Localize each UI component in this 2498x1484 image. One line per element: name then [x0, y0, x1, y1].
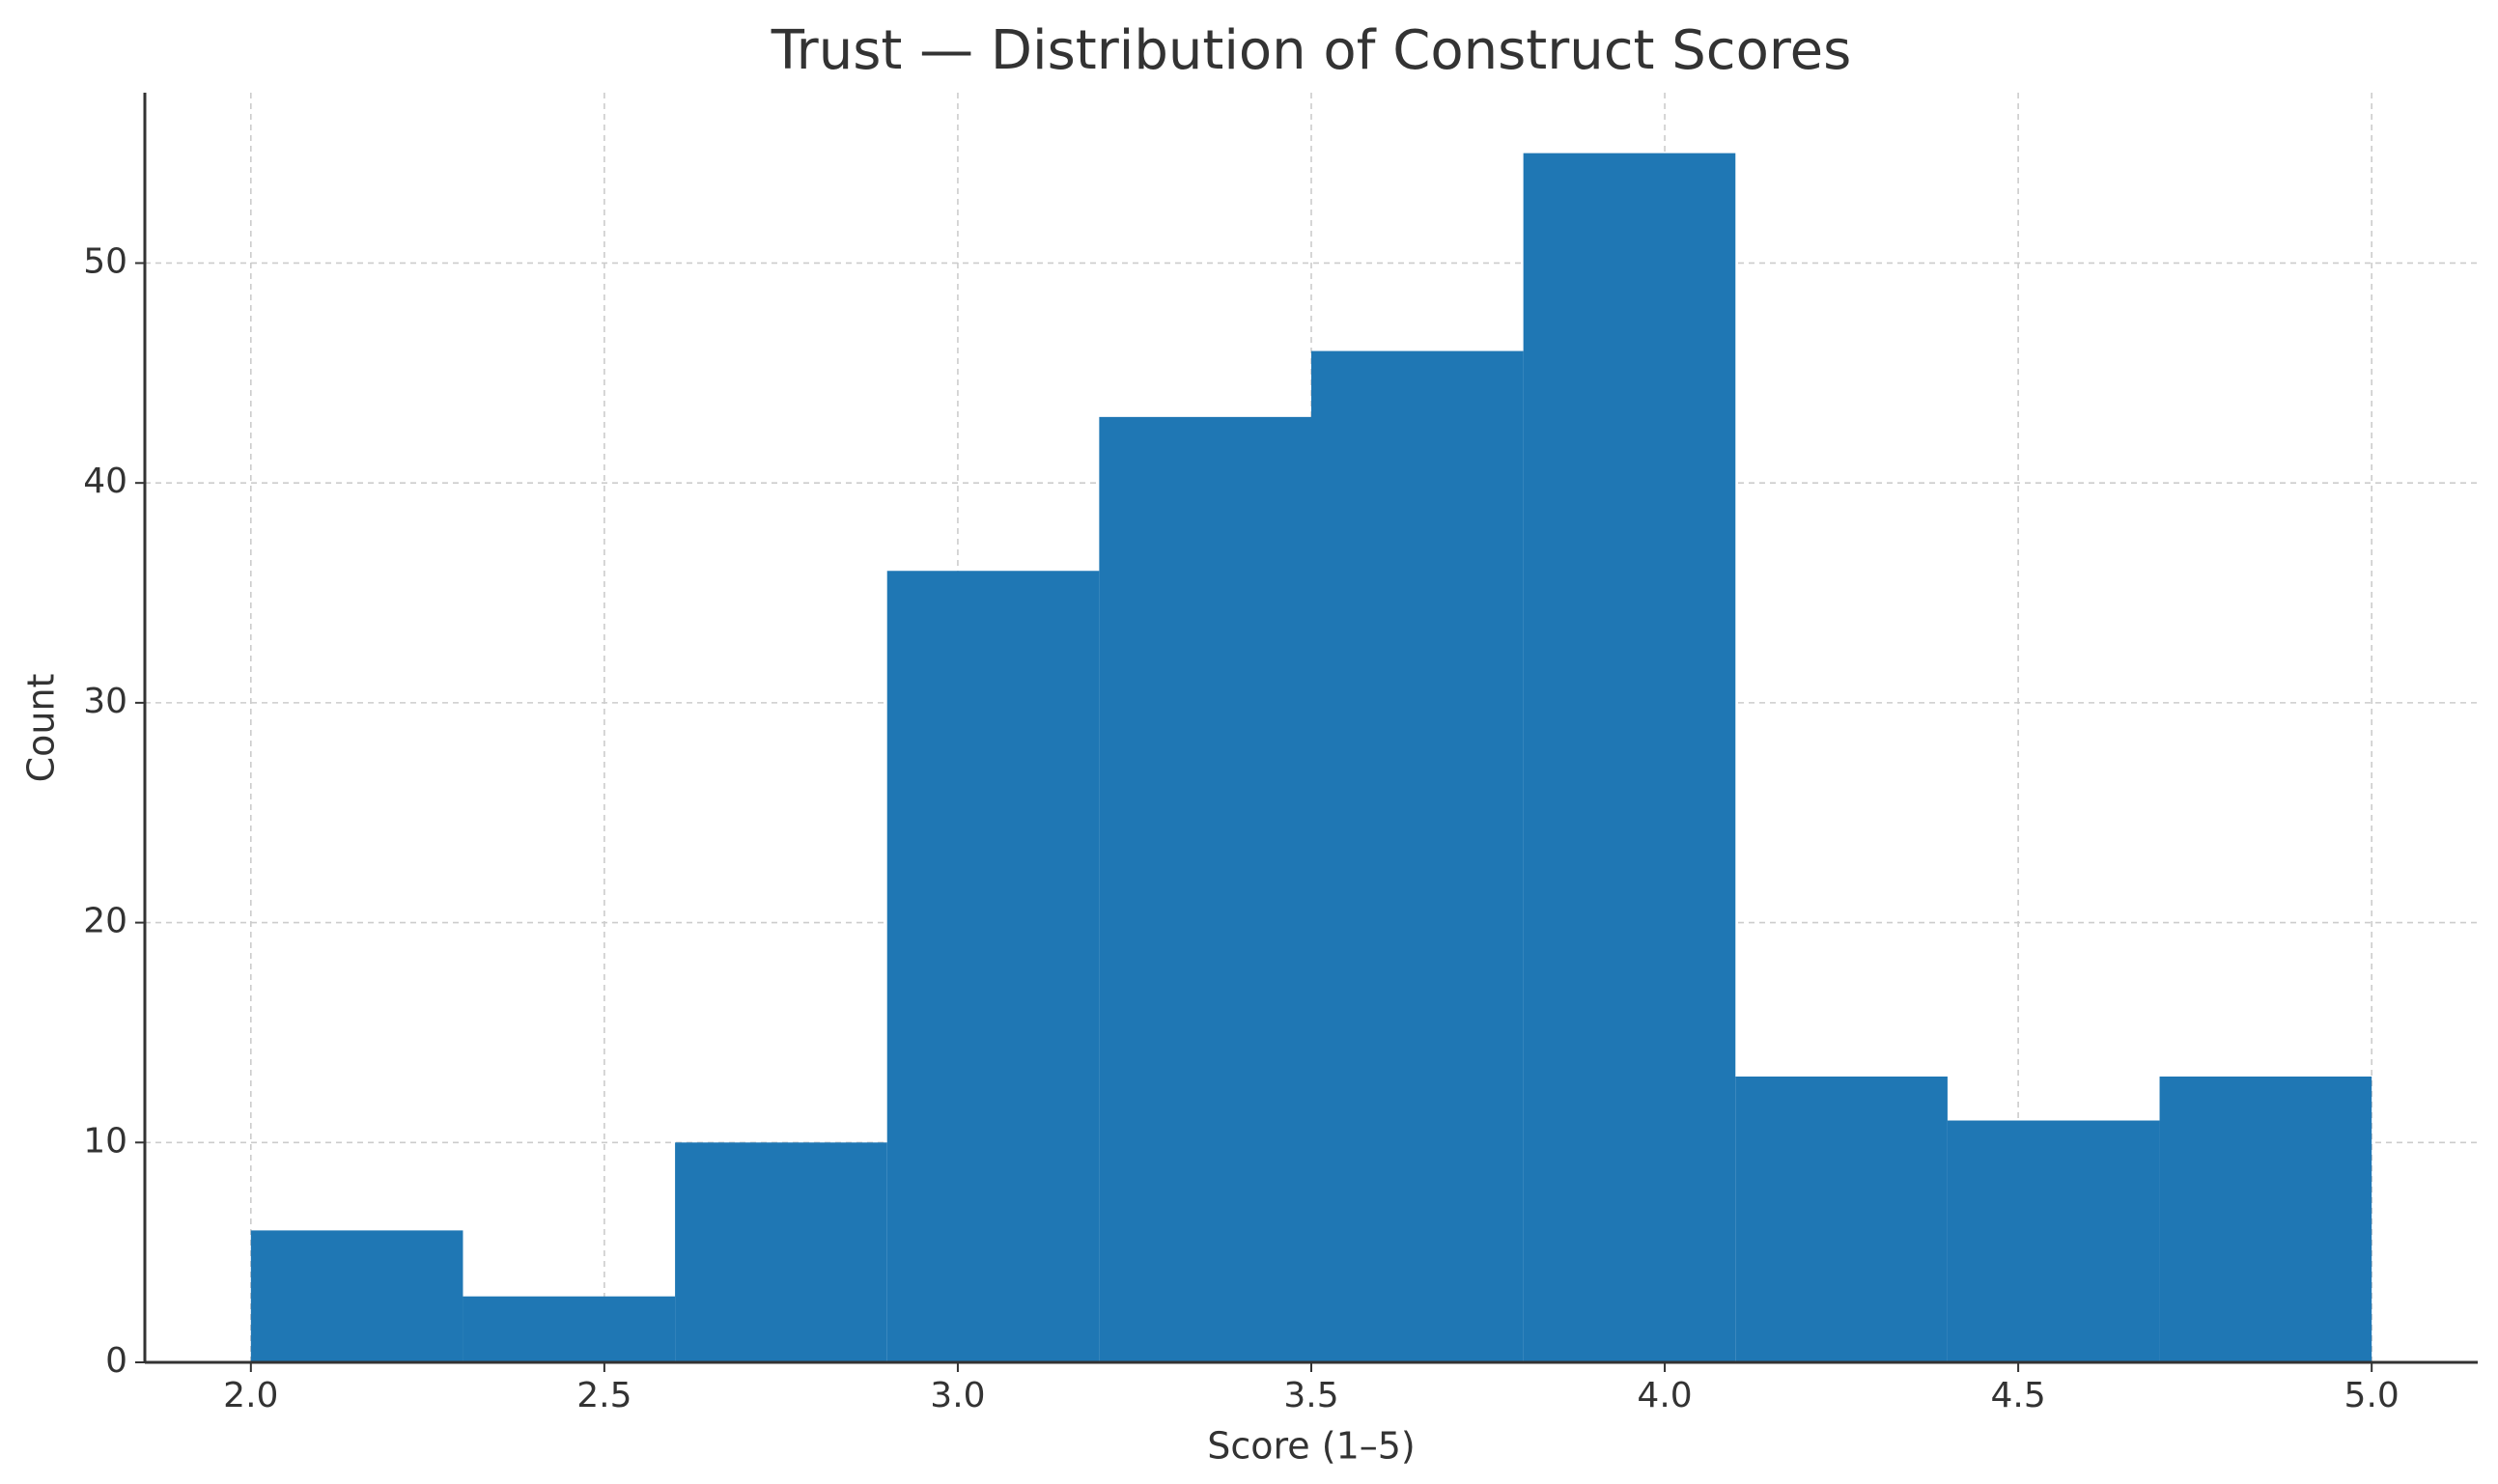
y-tick-label: 0: [105, 1341, 127, 1381]
bar: [675, 1142, 887, 1362]
chart-title: Trust — Distribution of Construct Scores: [771, 19, 1852, 82]
x-tick-label: 2.0: [223, 1376, 278, 1415]
bar: [2159, 1076, 2372, 1362]
x-tick-label: 4.5: [1990, 1376, 2045, 1415]
y-axis-label: Count: [20, 674, 63, 783]
x-tick-label: 5.0: [2344, 1376, 2400, 1415]
bar: [1947, 1120, 2160, 1362]
y-tick-label: 40: [83, 462, 127, 501]
bar: [1735, 1076, 1948, 1362]
bar: [1523, 153, 1736, 1363]
bar: [463, 1296, 676, 1362]
y-tick-label: 10: [83, 1121, 127, 1161]
x-axis-label: Score (1–5): [1207, 1425, 1416, 1468]
x-tick-label: 3.0: [930, 1376, 985, 1415]
y-tick-label: 50: [83, 241, 127, 281]
x-tick-label: 2.5: [576, 1376, 632, 1415]
x-tick-label: 4.0: [1637, 1376, 1692, 1415]
y-tick-label: 20: [83, 902, 127, 941]
bar: [1311, 350, 1524, 1363]
x-tick-label: 3.5: [1283, 1376, 1338, 1415]
bar: [1099, 416, 1311, 1362]
bar: [250, 1230, 463, 1362]
y-tick-label: 30: [83, 682, 127, 721]
bar: [886, 571, 1100, 1362]
